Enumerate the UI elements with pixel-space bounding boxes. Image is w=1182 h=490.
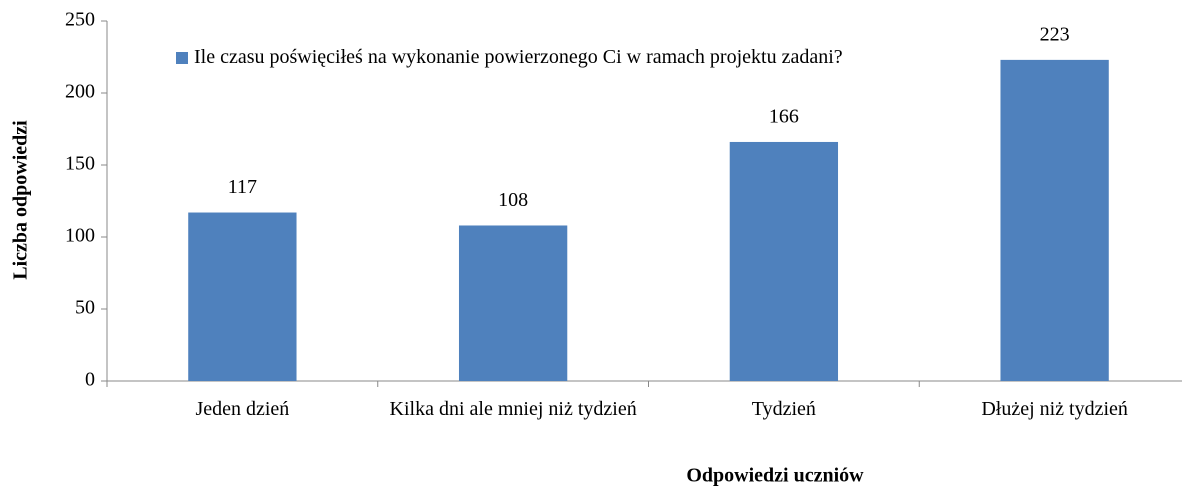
data-label: 166 bbox=[769, 106, 799, 128]
legend-label-box: Ile czasu poświęciłeś na wykonanie powie… bbox=[194, 46, 843, 68]
bar bbox=[188, 212, 297, 381]
y-tick-label: 0 bbox=[85, 369, 95, 391]
data-label: 117 bbox=[228, 176, 257, 198]
x-tick-label: Tydzień bbox=[751, 398, 816, 420]
legend-label: Ile czasu poświęciłeś na wykonanie powie… bbox=[194, 46, 843, 68]
y-tick-label: 100 bbox=[65, 225, 95, 247]
x-tick-label-box: Tydzień bbox=[751, 398, 816, 420]
y-tick-label: 50 bbox=[75, 297, 95, 319]
data-label: 223 bbox=[1040, 23, 1070, 45]
x-axis-title: Odpowiedzi uczniów bbox=[686, 465, 864, 487]
bar bbox=[458, 225, 568, 381]
data-label: 108 bbox=[498, 189, 528, 211]
x-tick-label: Dłużej niż tydzień bbox=[981, 398, 1128, 420]
legend-swatch bbox=[176, 52, 188, 64]
bar bbox=[1000, 59, 1109, 381]
x-tick-label-box: Dłużej niż tydzień bbox=[981, 398, 1128, 420]
x-tick-label: Jeden dzień bbox=[195, 398, 290, 420]
y-axis-title: Liczba odpowiedzi bbox=[10, 120, 32, 280]
y-tick-label: 150 bbox=[65, 153, 95, 175]
x-tick-label: Kilka dni ale mniej niż tydzień bbox=[389, 398, 637, 420]
y-tick-label: 250 bbox=[65, 9, 95, 31]
x-tick-label-box: Jeden dzień bbox=[195, 398, 290, 420]
x-tick-label-box: Kilka dni ale mniej niż tydzień bbox=[389, 398, 637, 420]
bar bbox=[729, 141, 839, 381]
y-tick-label: 200 bbox=[65, 81, 95, 103]
